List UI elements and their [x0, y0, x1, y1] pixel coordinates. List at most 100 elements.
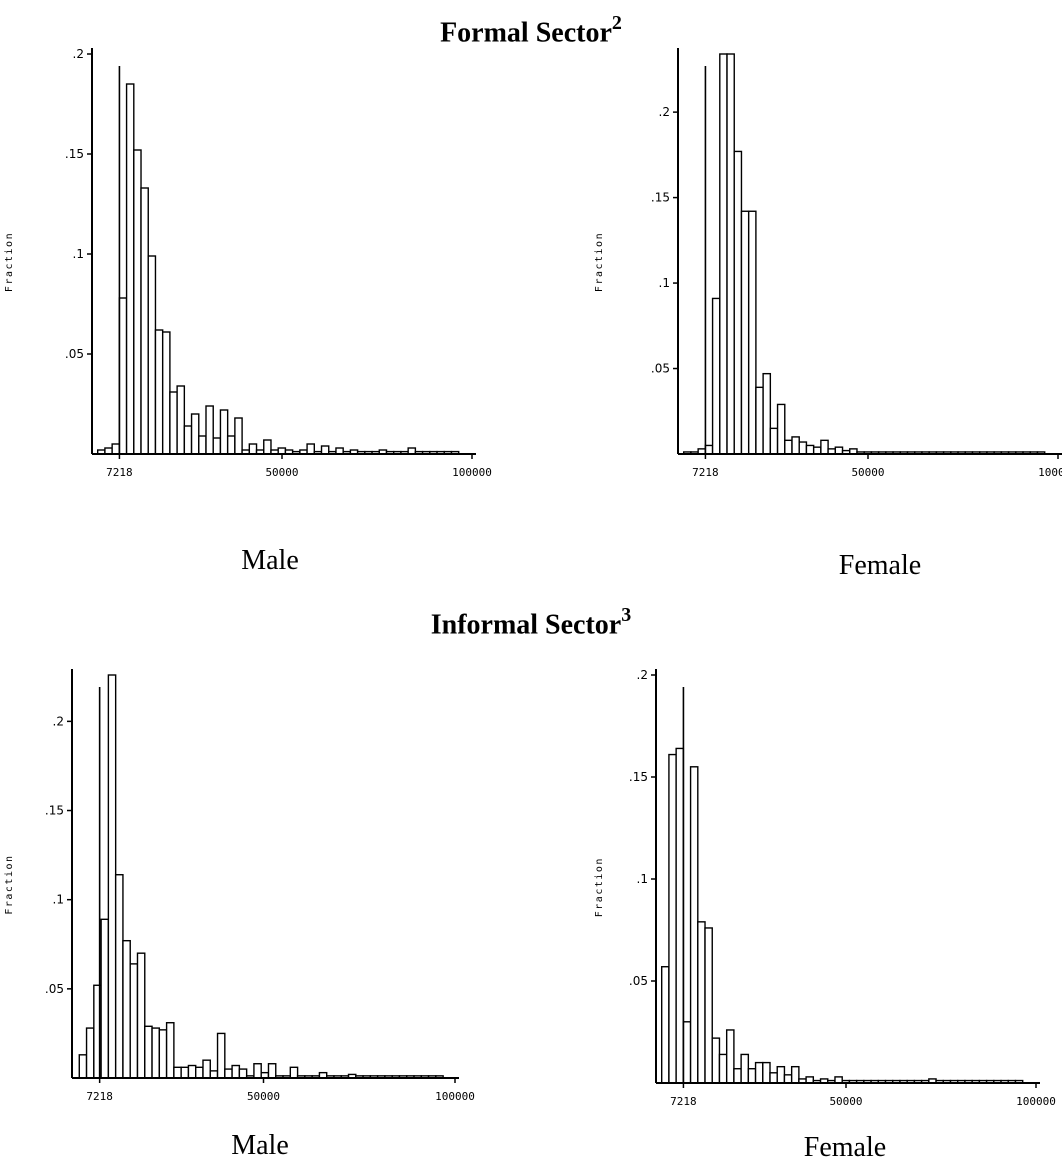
chart-svg: .05 .1 .15 .2 7218 50000 100000 Fraction	[4, 47, 492, 479]
histogram-bar	[769, 427, 779, 455]
histogram-bar	[704, 927, 713, 1084]
histogram-bar	[248, 443, 258, 455]
histogram-bar	[790, 1065, 800, 1084]
y-tick-label: .2	[53, 714, 64, 728]
histogram-bar	[740, 210, 750, 455]
histogram-bar	[820, 439, 829, 455]
x-tick-label: 50000	[265, 466, 298, 479]
histogram-bar	[147, 255, 157, 455]
histogram-bar	[697, 921, 706, 1084]
x-tick-label: 100000	[435, 1090, 475, 1103]
y-tick-label: .2	[73, 47, 84, 61]
histogram-bar	[747, 1068, 757, 1084]
y-tick-label: .15	[629, 770, 648, 784]
histogram-bar	[129, 963, 139, 1079]
histogram-panel-informal-male: .05 .1 .15 .2 7218 50000 100000 Fraction	[0, 655, 490, 1130]
histogram-bar	[136, 952, 146, 1079]
histogram-bar	[154, 329, 164, 455]
histogram-bar	[187, 1064, 197, 1079]
histogram-bar	[216, 1032, 226, 1079]
panel-label-formal-male: Male	[241, 545, 299, 576]
y-axis-label: Fraction	[594, 232, 605, 292]
histogram-bar	[783, 1074, 793, 1084]
histogram-bar	[173, 1066, 182, 1079]
chart-svg: .05 .1 .15 .2 7218 50000 100000 Fraction	[594, 48, 1062, 479]
histogram-bar	[231, 1064, 241, 1079]
histogram-bar	[733, 1068, 742, 1084]
histogram-bar	[812, 446, 822, 455]
histogram-bar	[107, 674, 117, 1079]
histogram-bar	[306, 443, 315, 455]
histogram-bar	[711, 1037, 721, 1084]
histogram-bar	[176, 385, 186, 455]
y-axis-label: Fraction	[4, 232, 15, 292]
y-tick-label: .05	[629, 974, 648, 988]
x-tick-label: 7218	[86, 1090, 113, 1103]
y-tick-label: .1	[53, 893, 64, 907]
histogram-bar	[205, 405, 214, 455]
histogram-bar	[719, 53, 728, 455]
x-tick-label: 100000	[1016, 1095, 1056, 1108]
y-tick-label: .05	[651, 362, 670, 376]
x-tick-label: 7218	[692, 466, 719, 479]
histogram-bar	[144, 1025, 153, 1079]
histogram-bar	[122, 939, 131, 1079]
section-title-informal: Informal Sector3	[0, 604, 1062, 641]
histogram-bar	[289, 1066, 299, 1079]
histogram-bar	[226, 435, 236, 455]
histogram-bar	[224, 1068, 233, 1079]
histogram-panel-formal-female: .05 .1 .15 .2 7218 50000 100000 Fraction	[590, 40, 1062, 500]
histogram-bar	[660, 966, 670, 1084]
histogram-bar	[798, 441, 808, 455]
y-tick-label: .05	[65, 347, 84, 361]
panel-label-formal-female: Female	[838, 550, 922, 581]
y-tick-label: .1	[659, 276, 670, 290]
histogram-bar	[195, 1066, 204, 1079]
y-tick-label: .1	[637, 872, 648, 886]
histogram-bar	[733, 150, 743, 455]
histogram-bar	[320, 445, 330, 455]
y-tick-label: .2	[637, 668, 648, 682]
histogram-bar	[183, 425, 193, 455]
histogram-bar	[747, 210, 757, 455]
histogram-bar	[740, 1053, 750, 1084]
histogram-bar	[165, 1022, 175, 1079]
histogram-bar	[78, 1054, 88, 1079]
histogram-bar	[784, 439, 793, 455]
x-tick-label: 100000	[1038, 466, 1062, 479]
histogram-bar	[161, 331, 171, 455]
histogram-bar	[754, 1061, 764, 1084]
section-title-formal-footnote: 2	[611, 12, 622, 34]
histogram-bar	[769, 1072, 778, 1084]
histogram-bar	[791, 436, 800, 455]
histogram-bar	[675, 747, 685, 1084]
histogram-bar	[253, 1063, 262, 1079]
panel-label-informal-male: Male	[231, 1130, 289, 1161]
section-title-formal-text: Formal Sector	[440, 17, 612, 49]
histogram-bar	[125, 83, 135, 455]
x-tick-label: 50000	[247, 1090, 280, 1103]
histogram-bar	[202, 1059, 211, 1079]
histogram-bar	[776, 1065, 786, 1084]
histogram-bar	[180, 1066, 190, 1079]
histogram-bar	[209, 1070, 219, 1079]
histogram-bar	[158, 1029, 168, 1079]
y-tick-label: .15	[651, 191, 670, 205]
chart-svg: .05 .1 .15 .2 7218 50000 100000 Fraction	[594, 668, 1056, 1108]
histogram-bar	[805, 444, 815, 455]
y-tick-label: .05	[45, 982, 64, 996]
histogram-bar	[133, 149, 142, 455]
histogram-bar	[85, 1027, 95, 1079]
histogram-bar	[682, 1021, 692, 1084]
y-tick-label: .15	[65, 147, 84, 161]
section-title-informal-footnote: 3	[621, 604, 632, 626]
section-title-informal-text: Informal Sector	[430, 609, 622, 641]
histogram-bar	[238, 1068, 248, 1079]
histogram-bar	[140, 187, 149, 455]
histogram-bar	[725, 1029, 735, 1084]
panel-label-informal-female: Female	[803, 1132, 887, 1163]
histogram-bar	[726, 53, 735, 455]
histogram-bar	[111, 443, 121, 455]
histogram-bar	[711, 297, 721, 455]
histogram-bar	[834, 446, 844, 455]
